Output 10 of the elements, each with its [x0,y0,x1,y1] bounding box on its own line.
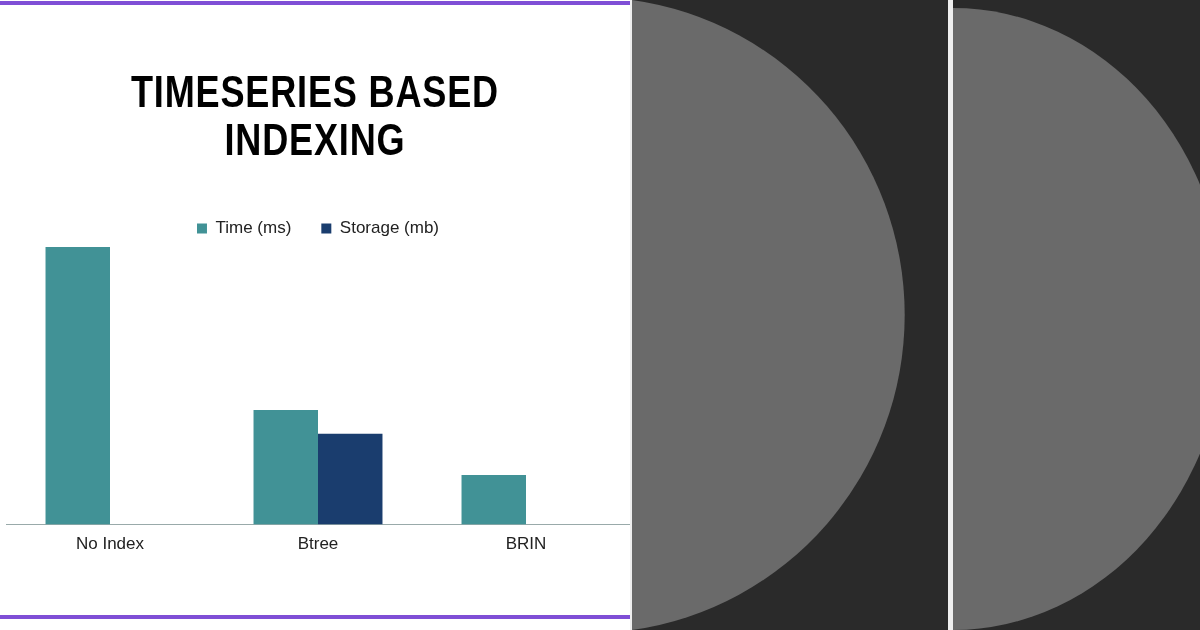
bar [318,433,383,525]
bar [461,474,526,525]
x-tick-label: Btree [297,534,339,554]
legend-label: Time (ms) [215,218,292,238]
bar [45,247,110,525]
chart-title: TIMESERIES BASED INDEXING [130,67,500,164]
x-tick-label: No Index [75,534,145,554]
x-tick-label: BRIN [505,534,547,554]
bar [253,409,318,525]
legend-label: Storage (mb) [339,218,440,238]
